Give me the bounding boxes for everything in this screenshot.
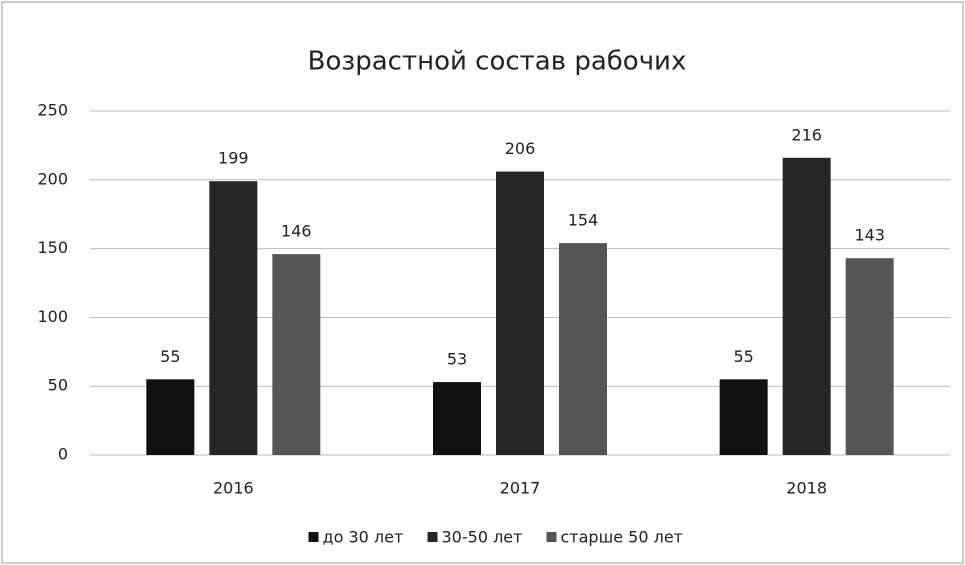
- data-label: 154: [568, 211, 599, 230]
- bar: [146, 379, 195, 455]
- y-tick-label: 250: [37, 101, 68, 120]
- legend-label: 30-50 лет: [442, 528, 523, 547]
- y-tick-label: 100: [37, 307, 68, 326]
- y-tick-label: 200: [37, 169, 68, 188]
- legend-swatch: [546, 532, 557, 542]
- data-label: 206: [505, 139, 536, 158]
- bar: [719, 379, 768, 455]
- data-label: 199: [218, 149, 249, 168]
- y-tick-label: 0: [58, 445, 68, 464]
- legend-swatch: [308, 532, 319, 542]
- x-tick-label: 2018: [786, 479, 827, 498]
- data-label: 216: [791, 125, 822, 144]
- bar: [496, 171, 544, 455]
- data-label: 55: [733, 347, 753, 366]
- bar: [782, 157, 831, 455]
- data-label: 143: [854, 226, 885, 245]
- chart-title: Возрастной состав рабочих: [308, 47, 687, 77]
- legend-swatch: [427, 532, 438, 542]
- data-label: 55: [160, 347, 180, 366]
- bar: [272, 254, 321, 455]
- x-tick-label: 2017: [500, 479, 541, 498]
- bar: [433, 382, 481, 455]
- data-label: 146: [281, 222, 312, 241]
- x-tick-label: 2016: [213, 479, 254, 498]
- bar: [209, 181, 258, 455]
- data-label: 53: [447, 350, 467, 369]
- legend-label: старше 50 лет: [561, 528, 683, 547]
- y-tick-label: 150: [37, 238, 68, 257]
- legend-label: до 30 лет: [323, 528, 404, 547]
- y-tick-label: 50: [48, 376, 68, 395]
- bar: [559, 243, 607, 455]
- bar: [845, 258, 894, 455]
